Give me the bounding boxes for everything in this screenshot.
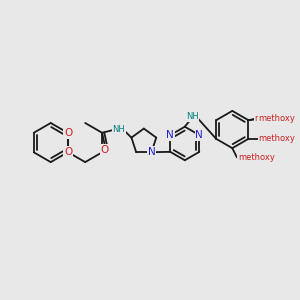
- Text: methoxy: methoxy: [254, 114, 291, 123]
- Text: O: O: [64, 128, 72, 138]
- Text: NH: NH: [112, 124, 125, 134]
- Text: N: N: [148, 147, 155, 157]
- Text: methoxy: methoxy: [259, 134, 296, 143]
- Text: methoxy: methoxy: [259, 114, 296, 123]
- Text: N: N: [196, 130, 203, 140]
- Text: N: N: [167, 130, 174, 140]
- Text: NH: NH: [186, 112, 199, 121]
- Text: O: O: [64, 147, 72, 157]
- Text: methoxy: methoxy: [238, 153, 275, 162]
- Text: O: O: [101, 145, 109, 154]
